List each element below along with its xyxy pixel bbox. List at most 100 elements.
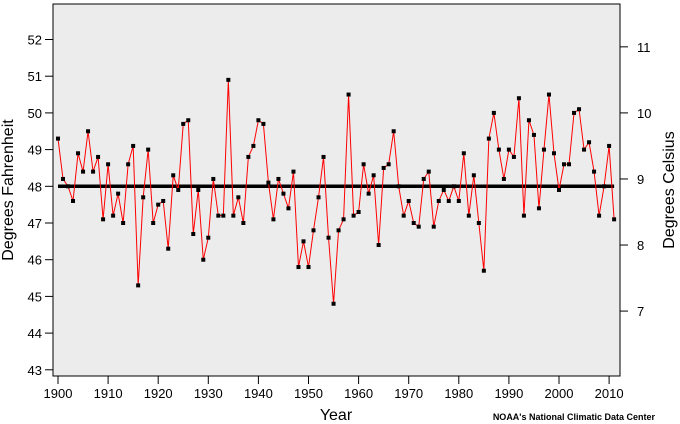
data-point [66, 184, 71, 189]
data-point [461, 151, 466, 156]
data-point [76, 151, 81, 156]
y-tick-label: 50 [28, 106, 42, 121]
x-tick-label: 1920 [144, 386, 173, 401]
y-right-tick-label: 10 [637, 106, 651, 121]
data-point [491, 110, 496, 115]
data-point [231, 213, 236, 218]
y-tick-label: 52 [28, 33, 42, 48]
y-tick-label: 49 [28, 143, 42, 158]
data-point [126, 162, 131, 167]
data-point [562, 162, 567, 167]
data-point [436, 198, 441, 203]
data-point [211, 176, 216, 181]
x-tick-label: 1980 [444, 386, 473, 401]
data-point [607, 143, 612, 148]
data-point [86, 129, 91, 134]
data-point [411, 221, 416, 225]
x-axis-label: Year [320, 407, 353, 424]
data-point [577, 107, 582, 112]
y-tick-label: 51 [28, 69, 42, 84]
x-tick-label: 1970 [394, 386, 423, 401]
data-point [516, 96, 521, 101]
data-point [396, 184, 401, 189]
y-axis-label-right: Degrees Celsius [661, 131, 678, 248]
data-point [612, 217, 617, 222]
data-point [221, 213, 226, 218]
data-point [592, 169, 597, 174]
data-point [451, 184, 456, 189]
y-right-tick-label: 11 [637, 40, 651, 55]
data-point [216, 213, 221, 218]
data-point [251, 143, 256, 148]
data-point [421, 176, 426, 181]
y-tick-label: 43 [28, 363, 42, 378]
credit-text: NOAA's National Climatic Data Center [493, 412, 656, 422]
data-point [106, 162, 111, 167]
y-tick-label: 47 [28, 216, 42, 231]
data-point [81, 169, 86, 174]
data-point [111, 213, 116, 218]
data-point [61, 176, 66, 181]
data-point [546, 92, 551, 97]
y-tick-label: 48 [28, 179, 42, 194]
data-point [551, 151, 556, 156]
y-axis-label: Degrees Fahrenheit [0, 119, 17, 261]
data-point [356, 209, 361, 214]
data-point [567, 162, 572, 167]
data-point [301, 239, 306, 244]
data-point [406, 198, 411, 203]
data-point [391, 129, 396, 134]
data-point [416, 224, 421, 229]
data-point [401, 213, 406, 218]
data-point [291, 169, 296, 174]
data-point [151, 221, 156, 225]
data-point [557, 187, 561, 192]
data-point [511, 154, 516, 159]
data-point [96, 154, 101, 159]
data-point [446, 198, 451, 203]
x-tick-label: 2000 [545, 386, 574, 401]
y-right-tick-label: 8 [637, 238, 644, 253]
data-point [361, 162, 366, 167]
y-right-tick-label: 7 [637, 304, 644, 319]
data-point [206, 235, 211, 240]
data-point [311, 228, 316, 233]
data-point [286, 206, 291, 211]
data-point [196, 187, 201, 192]
data-point [386, 162, 391, 167]
series-line [57, 79, 615, 304]
data-point [371, 173, 376, 178]
data-point [186, 118, 191, 123]
data-point [456, 198, 461, 203]
data-point [331, 301, 336, 306]
x-tick-label: 1910 [94, 386, 123, 401]
data-point [582, 147, 587, 152]
data-point [296, 265, 301, 270]
data-point [271, 217, 276, 222]
data-point [121, 221, 126, 225]
plot-area [52, 3, 621, 377]
y-tick-label: 44 [28, 326, 42, 341]
data-point [326, 235, 331, 240]
data-point [316, 195, 321, 200]
data-point [136, 283, 141, 288]
data-point [587, 140, 592, 145]
x-tick-label: 1930 [194, 386, 223, 401]
data-point [306, 265, 311, 270]
data-point [201, 257, 206, 262]
data-point [71, 198, 76, 203]
x-tick-label: 1900 [44, 386, 73, 401]
data-point [476, 221, 481, 225]
data-point [281, 191, 286, 196]
x-tick-label: 1960 [344, 386, 373, 401]
x-tick-label: 1990 [494, 386, 523, 401]
data-point [166, 246, 171, 251]
data-point [351, 213, 356, 218]
data-point [341, 217, 346, 222]
data-point [266, 180, 271, 185]
data-point [496, 147, 501, 152]
data-point [441, 187, 446, 192]
data-point [241, 221, 246, 225]
data-point [146, 147, 151, 152]
x-tick-label: 1950 [294, 386, 323, 401]
